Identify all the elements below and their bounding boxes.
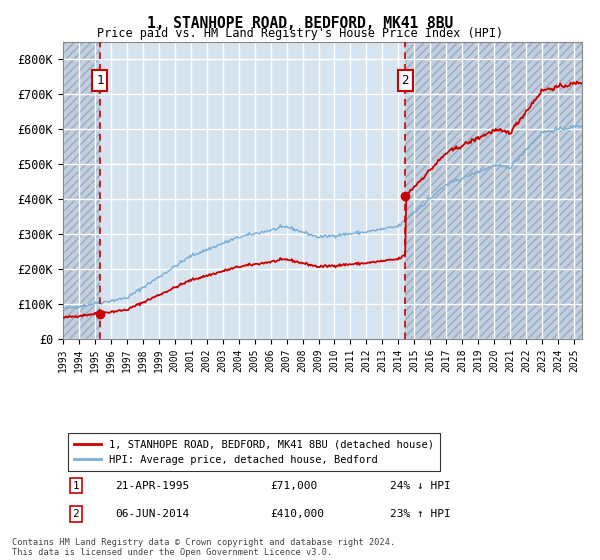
- Text: 1: 1: [73, 480, 79, 491]
- Bar: [63, 42, 100, 339]
- Text: 2: 2: [401, 74, 409, 87]
- Text: 1, STANHOPE ROAD, BEDFORD, MK41 8BU: 1, STANHOPE ROAD, BEDFORD, MK41 8BU: [147, 16, 453, 31]
- Text: £410,000: £410,000: [271, 509, 325, 519]
- Text: 06-JUN-2014: 06-JUN-2014: [115, 509, 189, 519]
- Bar: [405, 42, 582, 339]
- Text: £71,000: £71,000: [271, 480, 318, 491]
- Text: Price paid vs. HM Land Registry's House Price Index (HPI): Price paid vs. HM Land Registry's House …: [97, 27, 503, 40]
- Text: 1: 1: [96, 74, 104, 87]
- Text: 23% ↑ HPI: 23% ↑ HPI: [390, 509, 451, 519]
- Text: 21-APR-1995: 21-APR-1995: [115, 480, 189, 491]
- Text: 2: 2: [73, 509, 79, 519]
- Legend: 1, STANHOPE ROAD, BEDFORD, MK41 8BU (detached house), HPI: Average price, detach: 1, STANHOPE ROAD, BEDFORD, MK41 8BU (det…: [68, 433, 440, 471]
- Text: 24% ↓ HPI: 24% ↓ HPI: [390, 480, 451, 491]
- Text: Contains HM Land Registry data © Crown copyright and database right 2024.
This d: Contains HM Land Registry data © Crown c…: [12, 538, 395, 557]
